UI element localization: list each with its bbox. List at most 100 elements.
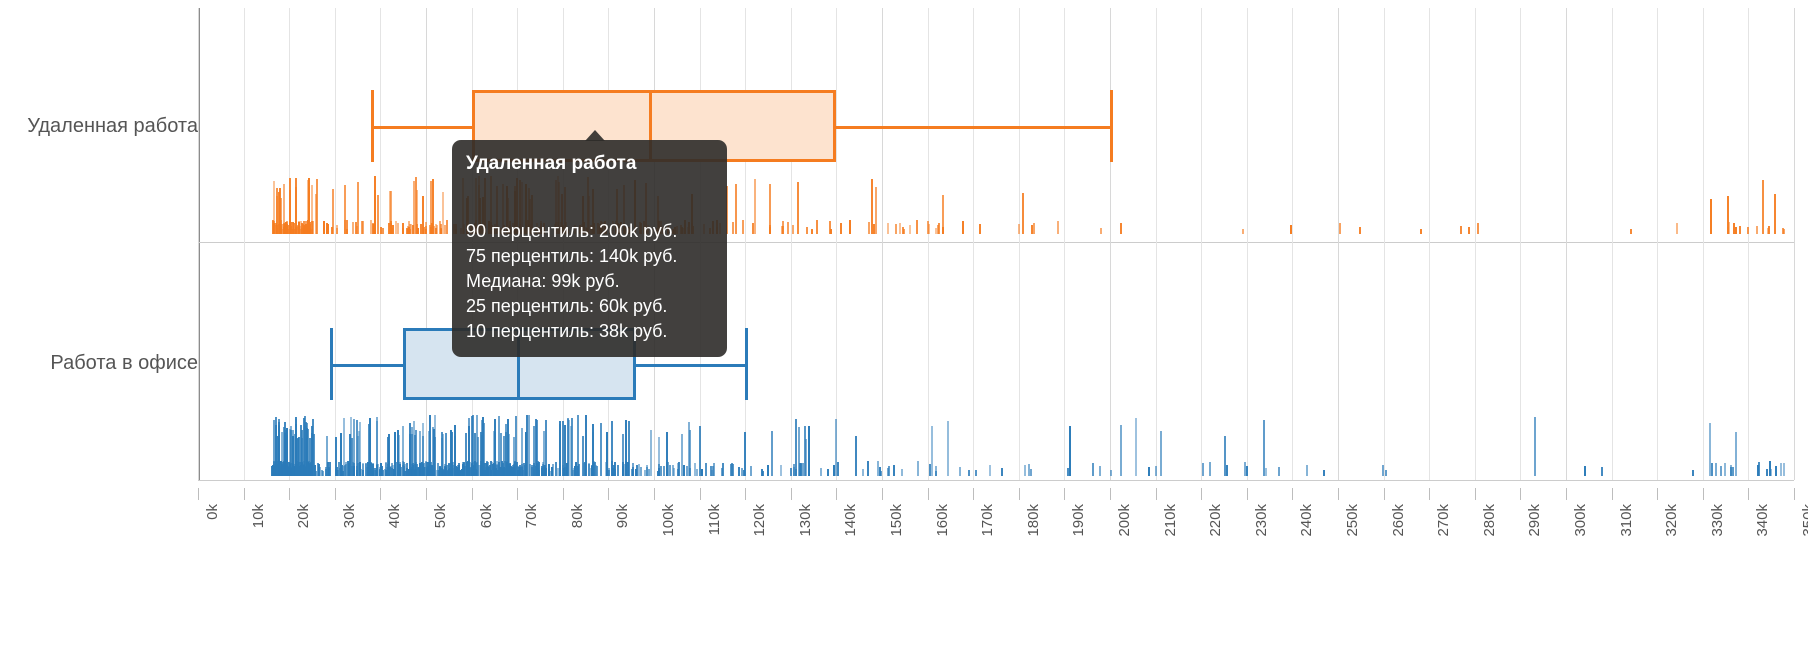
rug-tick [364,462,367,476]
rug-tick [272,465,275,476]
rug-tick [879,467,882,476]
rug-tick [368,466,371,476]
rug-tick [310,221,313,234]
rug-tick [419,463,422,476]
rug-tick [704,462,707,476]
rug-tick [310,184,313,234]
rug-tick [1241,228,1244,234]
rug-tick [440,437,443,476]
rug-tick [315,471,318,476]
rug-tick [444,225,447,234]
rug-tick [647,468,650,476]
x-tick-label: 60k [477,504,495,529]
rug-tick [624,420,627,476]
rug-tick [295,438,298,476]
rug-tick [358,461,361,476]
rug-tick [391,462,394,476]
rug-tick [1769,461,1772,476]
rug-tick [547,469,550,476]
rug-tick [657,436,660,476]
rug-tick [744,432,747,476]
rug-tick [335,227,338,234]
tooltip-stat-line: 10 перцентиль: 38k руб. [466,320,668,341]
rug-plot [198,414,1794,476]
x-axis-ticks: 0k 10k 20k 30k 40k 50k 60k 70k 80k 90k 100k 110k 120… [198,488,1808,668]
rug-tick [512,465,515,476]
rug-tick [396,222,399,234]
x-tick-label: 20k [295,504,313,529]
rug-tick [1477,222,1480,234]
x-tick-mark [1155,488,1157,500]
rug-tick [435,225,438,234]
rug-tick [792,224,795,234]
rug-tick [941,227,944,234]
x-tick-mark [699,488,701,500]
rug-tick [593,462,596,476]
x-tick-mark [198,488,199,500]
whisker-right [635,364,746,367]
rug-tick [895,223,898,234]
rug-tick [289,425,292,476]
tooltip-stat-line: 75 перцентиль: 140k руб. [466,246,678,267]
rug-tick [285,226,288,234]
rug-tick [343,418,346,476]
rug-tick [811,229,814,234]
rug-tick [387,434,390,476]
rug-tick [421,423,424,476]
rug-tick [929,464,932,476]
rug-tick [611,420,614,476]
rug-tick [792,467,795,476]
x-tick-label: 330k [1708,504,1726,537]
rug-tick [344,184,347,234]
rug-tick [436,463,439,476]
rug-tick [395,221,398,234]
rug-tick [1243,462,1246,476]
gridline [1611,8,1613,480]
x-tick-label: 0k [204,504,221,520]
rug-tick [730,462,733,476]
rug-tick [537,462,540,476]
rug-tick [523,464,526,476]
rug-tick [861,469,864,476]
rug-tick [1779,463,1782,476]
rug-tick [606,432,609,476]
rug-tick [576,415,579,476]
rug-tick [492,431,495,476]
rug-tick [1384,470,1387,476]
x-tick-mark [1064,488,1066,500]
rug-tick [376,417,379,476]
rug-tick [297,438,300,476]
rug-tick [1289,224,1292,234]
rug-tick [277,422,280,476]
rug-tick [599,422,602,476]
rug-tick [769,184,772,234]
x-tick-mark [1474,488,1476,500]
rug-tick [427,462,430,476]
rug-tick [1029,468,1032,476]
rug-tick [342,470,345,476]
rug-tick [578,464,581,476]
median-line [649,90,653,162]
rug-tick [645,464,648,476]
rug-tick [1201,462,1204,476]
x-tick-label: 240k [1298,504,1316,537]
rug-tick [780,225,783,234]
rug-tick [356,462,359,476]
rug-tick [1322,469,1325,476]
rug-tick [331,227,334,234]
rug-tick [627,421,630,476]
rug-tick [935,465,938,476]
rug-tick [480,464,483,476]
rug-tick [616,464,619,476]
rug-tick [494,470,497,476]
rug-tick [1739,226,1742,234]
rug-tick [357,436,360,476]
whisker-cap-low [330,328,334,400]
x-tick-label: 50k [432,504,449,529]
rug-tick [353,418,356,476]
x-tick-mark [973,488,975,500]
whisker-left [330,364,404,367]
rug-tick [596,465,599,476]
rug-tick [521,466,524,476]
rug-tick [331,188,334,234]
